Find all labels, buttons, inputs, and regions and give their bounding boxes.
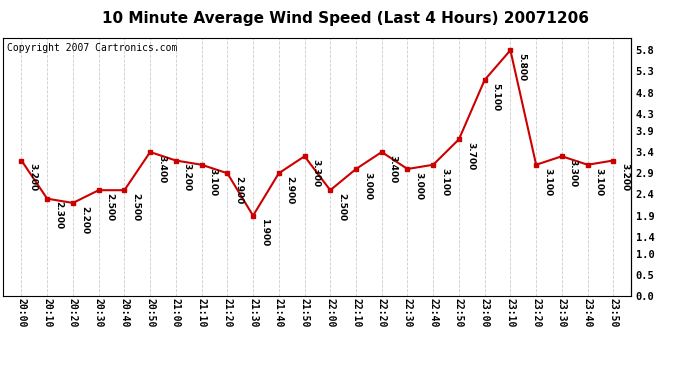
Text: 3.100: 3.100 — [440, 168, 449, 196]
Text: 10 Minute Average Wind Speed (Last 4 Hours) 20071206: 10 Minute Average Wind Speed (Last 4 Hou… — [101, 11, 589, 26]
Text: 3.200: 3.200 — [183, 163, 192, 191]
Text: 2.500: 2.500 — [131, 193, 140, 221]
Text: 3.200: 3.200 — [28, 163, 37, 191]
Text: 3.000: 3.000 — [415, 172, 424, 200]
Text: 3.100: 3.100 — [595, 168, 604, 196]
Text: 2.200: 2.200 — [80, 206, 89, 234]
Text: 3.200: 3.200 — [620, 163, 629, 191]
Text: 5.100: 5.100 — [491, 83, 501, 111]
Text: 2.900: 2.900 — [235, 176, 244, 204]
Text: 2.500: 2.500 — [337, 193, 346, 221]
Text: 3.300: 3.300 — [569, 159, 578, 187]
Text: 3.700: 3.700 — [466, 142, 475, 170]
Text: 2.500: 2.500 — [106, 193, 115, 221]
Text: 3.300: 3.300 — [311, 159, 320, 187]
Text: 1.900: 1.900 — [260, 218, 269, 247]
Text: 2.900: 2.900 — [286, 176, 295, 204]
Text: 3.400: 3.400 — [388, 155, 397, 183]
Text: 5.800: 5.800 — [518, 53, 526, 81]
Text: 3.100: 3.100 — [208, 168, 217, 196]
Text: 3.100: 3.100 — [543, 168, 552, 196]
Text: Copyright 2007 Cartronics.com: Copyright 2007 Cartronics.com — [7, 43, 177, 52]
Text: 3.400: 3.400 — [157, 155, 166, 183]
Text: 3.000: 3.000 — [363, 172, 372, 200]
Text: 2.300: 2.300 — [54, 201, 63, 229]
